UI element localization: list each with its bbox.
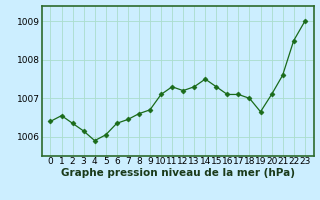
X-axis label: Graphe pression niveau de la mer (hPa): Graphe pression niveau de la mer (hPa) — [60, 168, 295, 178]
